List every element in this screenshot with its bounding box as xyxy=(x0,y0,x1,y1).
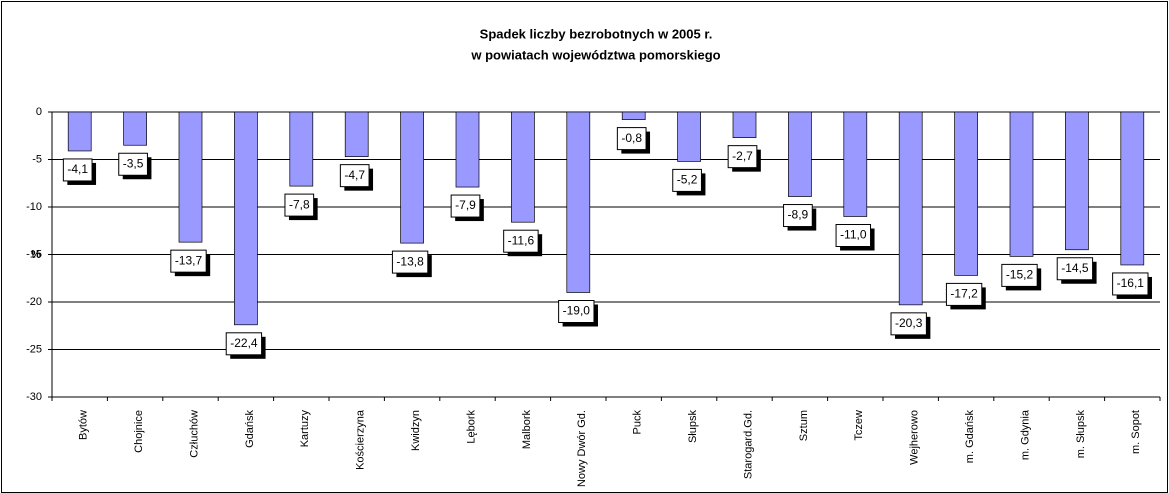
data-label: -19,0 xyxy=(563,304,591,318)
bar xyxy=(511,111,535,223)
chart-title: w powiatach województwa pomorskiego xyxy=(470,47,720,62)
data-label: -16,1 xyxy=(1117,276,1145,290)
x-tick-label: Malbork xyxy=(521,410,533,450)
data-label: -15,2 xyxy=(1006,268,1034,282)
x-tick-label: m. Sopot xyxy=(1130,410,1142,454)
data-label-box xyxy=(225,332,263,356)
x-tick-label: Starogard.Gd. xyxy=(742,410,754,479)
y-axis-label: % xyxy=(31,249,41,261)
data-label-box xyxy=(616,127,647,151)
x-tick-label: m. Gdańsk xyxy=(964,410,976,464)
y-tick-label: -30 xyxy=(26,391,42,403)
bar xyxy=(178,111,203,243)
bar xyxy=(954,111,978,276)
data-label: -13,8 xyxy=(396,254,424,268)
bar xyxy=(344,111,369,158)
data-label-box xyxy=(284,193,315,217)
data-label: -0,8 xyxy=(621,131,642,145)
bar xyxy=(455,111,480,188)
data-label-box xyxy=(118,152,148,176)
bar xyxy=(788,111,812,197)
data-label-box xyxy=(1056,257,1094,281)
bar xyxy=(1065,111,1089,251)
data-label-box xyxy=(672,168,702,192)
data-label: -11,6 xyxy=(508,233,535,247)
x-tick-label: Tczew xyxy=(853,410,865,441)
bar xyxy=(1120,111,1145,266)
data-label: -20,3 xyxy=(895,316,923,330)
data-label: -2,7 xyxy=(732,149,753,163)
bar xyxy=(732,111,757,138)
y-tick-label: -15 xyxy=(26,248,42,260)
bar xyxy=(400,111,424,244)
data-label: -17,2 xyxy=(950,287,978,301)
data-label: -5,2 xyxy=(677,173,698,187)
bar xyxy=(843,111,868,217)
data-label-box xyxy=(945,282,983,306)
data-label-box xyxy=(62,158,93,182)
bar xyxy=(123,111,147,146)
x-tick-label: Słupsk xyxy=(687,410,699,444)
y-tick-label: -25 xyxy=(26,343,42,355)
x-tick-label: Kartuzy xyxy=(299,410,311,448)
x-tick-label: Sztum xyxy=(798,410,810,441)
x-tick-label: Puck xyxy=(632,410,644,435)
chart-title: Spadek liczby bezrobotnych w 2005 r. xyxy=(480,26,713,41)
data-label: -22,4 xyxy=(230,336,258,350)
data-label-box xyxy=(1112,272,1149,296)
x-tick-label: Kwidzyn xyxy=(410,410,422,451)
data-label: -8,9 xyxy=(788,208,809,222)
data-label-box xyxy=(391,250,429,274)
data-label-box xyxy=(835,224,872,247)
data-label-box xyxy=(558,300,595,323)
data-label-box xyxy=(450,194,481,218)
x-tick-label: Bytów xyxy=(78,410,90,440)
y-tick-label: -10 xyxy=(26,201,42,213)
data-label-box xyxy=(170,249,207,273)
bar xyxy=(621,111,646,120)
data-label-box xyxy=(1001,263,1038,287)
data-label: -7,8 xyxy=(289,197,310,211)
y-tick-label: -20 xyxy=(26,296,42,308)
bar xyxy=(677,111,701,162)
x-tick-label: Wejherowo xyxy=(909,410,921,465)
data-label-box xyxy=(727,145,758,169)
data-label: -14,5 xyxy=(1061,261,1089,275)
bar xyxy=(1009,111,1034,257)
data-label: -4,1 xyxy=(67,162,88,176)
data-label-box xyxy=(783,204,813,228)
data-label: -13,7 xyxy=(175,253,203,267)
x-tick-label: Kościerzyna xyxy=(355,409,367,470)
bar xyxy=(566,111,591,293)
data-label-box xyxy=(890,312,927,336)
y-tick-label: 0 xyxy=(36,106,42,118)
x-tick-label: Lębork xyxy=(465,410,477,444)
data-label-box xyxy=(503,229,539,253)
x-tick-label: Nowy Dwór Gd. xyxy=(576,410,588,487)
y-tick-label: -5 xyxy=(32,153,42,165)
x-tick-label: m. Gdynia xyxy=(1019,409,1031,460)
data-label: -3,5 xyxy=(123,156,144,170)
bar xyxy=(898,111,923,306)
x-tick-label: Chojnice xyxy=(133,410,145,453)
bar xyxy=(67,111,92,152)
data-label: -7,9 xyxy=(455,198,476,212)
data-label-box xyxy=(339,164,370,188)
bar xyxy=(234,111,258,326)
x-tick-label: m. Słupsk xyxy=(1075,410,1087,459)
bar xyxy=(289,111,314,187)
data-label: -11,0 xyxy=(840,228,867,242)
data-label: -4,7 xyxy=(344,168,365,182)
x-tick-label: Człuchów xyxy=(188,410,200,458)
x-tick-label: Gdańsk xyxy=(244,410,256,448)
